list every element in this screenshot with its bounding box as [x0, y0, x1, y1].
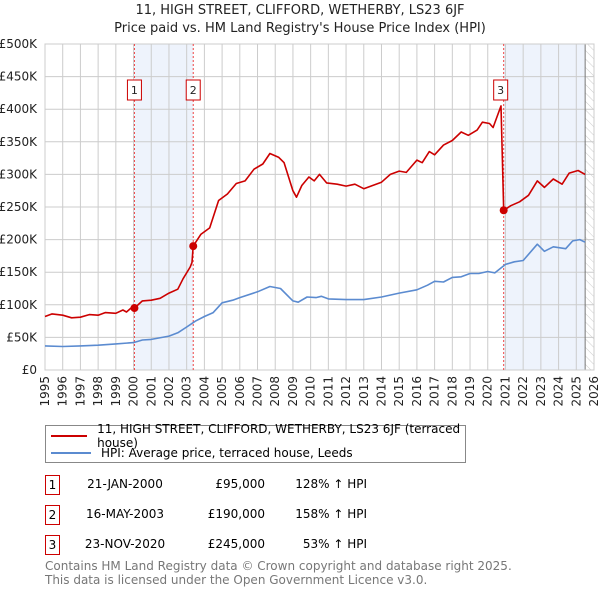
sale-row: 1 21-JAN-2000 £95,000 128% ↑ HPI [45, 475, 445, 495]
sale-row: 2 16-MAY-2003 £190,000 158% ↑ HPI [45, 505, 445, 525]
sale-point [499, 206, 508, 215]
y-tick-label: £150K [0, 265, 38, 279]
y-tick-label: £0 [22, 363, 37, 377]
x-tick-label: 2013 [357, 376, 371, 407]
sale-marker-label: 2 [45, 505, 60, 525]
series-line [44, 238, 586, 348]
sale-marker-label: 3 [45, 535, 60, 555]
x-tick-label: 2001 [144, 376, 158, 407]
x-tick-label: 2015 [392, 376, 406, 407]
y-tick-label: £350K [0, 135, 38, 149]
x-tick-label: 2019 [463, 376, 477, 407]
x-tick-label: 2011 [321, 376, 335, 407]
legend-swatch-red [51, 435, 88, 437]
sale-price: £95,000 [215, 477, 265, 491]
sale-hpi-change: 53% ↑ HPI [302, 537, 367, 551]
sale-marker-label: 1 [45, 475, 60, 495]
chart-title: 11, HIGH STREET, CLIFFORD, WETHERBY, LS2… [135, 3, 465, 18]
sale-marker-box [185, 79, 201, 101]
x-tick-label: 2022 [516, 376, 530, 407]
sale-marker-box [126, 79, 142, 101]
x-tick-label: 2006 [233, 376, 247, 407]
x-tick-label: 2003 [180, 376, 194, 407]
x-tick-label: 2018 [445, 376, 459, 407]
x-tick-label: 2020 [481, 376, 495, 407]
x-tick-label: 1999 [109, 376, 123, 407]
y-tick-label: £400K [0, 102, 38, 116]
sale-row: 3 23-NOV-2020 £245,000 53% ↑ HPI [45, 535, 445, 555]
x-tick-label: 2016 [410, 376, 424, 407]
x-tick-label: 2021 [498, 376, 512, 407]
x-tick-label: 1996 [56, 376, 70, 407]
legend: 11, HIGH STREET, CLIFFORD, WETHERBY, LS2… [45, 422, 466, 463]
legend-item-property: 11, HIGH STREET, CLIFFORD, WETHERBY, LS2… [51, 422, 465, 450]
x-tick-label: 2026 [587, 376, 600, 407]
legend-label: 11, HIGH STREET, CLIFFORD, WETHERBY, LS2… [97, 422, 461, 450]
x-tick-label: 2007 [251, 376, 265, 407]
y-tick-label: £500K [0, 37, 38, 51]
y-tick-label: £100K [0, 298, 38, 312]
x-tick-label: 2014 [374, 376, 388, 407]
x-tick-label: 2008 [268, 376, 282, 407]
x-tick-label: 2009 [286, 376, 300, 407]
x-tick-label: 1997 [73, 376, 87, 407]
y-tick-label: £450K [0, 70, 38, 84]
legend-item-hpi: HPI: Average price, terraced house, Leed… [51, 445, 353, 461]
footer-licence: This data is licensed under the Open Gov… [45, 573, 428, 587]
sale-date: 16-MAY-2003 [85, 507, 164, 521]
sale-marker-label: 2 [190, 84, 197, 97]
sale-point [189, 242, 198, 251]
legend-swatch-blue [51, 452, 91, 454]
y-tick-label: £200K [0, 233, 38, 247]
x-tick-label: 2005 [215, 376, 229, 407]
x-tick-label: 2000 [127, 376, 141, 407]
x-tick-label: 2023 [534, 376, 548, 407]
sale-price: £245,000 [207, 537, 265, 551]
sale-hpi-change: 128% ↑ HPI [295, 477, 367, 491]
x-tick-label: 2025 [569, 376, 583, 407]
x-tick-label: 2010 [304, 376, 318, 407]
x-tick-label: 2017 [428, 376, 442, 407]
sale-marker-label: 1 [131, 84, 138, 97]
plot-frame [44, 43, 595, 371]
x-tick-label: 2004 [197, 376, 211, 407]
sale-price: £190,000 [207, 507, 265, 521]
legend-label: HPI: Average price, terraced house, Leed… [101, 446, 353, 460]
x-tick-label: 2002 [162, 376, 176, 407]
y-tick-label: £300K [0, 167, 38, 181]
sale-marker-label: 3 [497, 84, 504, 97]
x-tick-label: 1995 [38, 376, 52, 407]
x-tick-label: 2024 [552, 376, 566, 407]
chart-subtitle: Price paid vs. HM Land Registry's House … [114, 21, 486, 36]
y-tick-label: £250K [0, 200, 38, 214]
sale-date: 21-JAN-2000 [87, 477, 163, 491]
x-tick-label: 2012 [339, 376, 353, 407]
footer-copyright: Contains HM Land Registry data © Crown c… [45, 559, 512, 573]
y-tick-label: £50K [6, 330, 38, 344]
sale-date: 23-NOV-2020 [84, 537, 166, 551]
x-tick-label: 1998 [91, 376, 105, 407]
plot-area: 1995 1996 1997 1998 1999 2000 2001 2002 2003 2004… [0, 37, 600, 407]
sale-point [130, 304, 139, 313]
sale-marker-box [493, 79, 509, 101]
sale-hpi-change: 158% ↑ HPI [295, 507, 367, 521]
